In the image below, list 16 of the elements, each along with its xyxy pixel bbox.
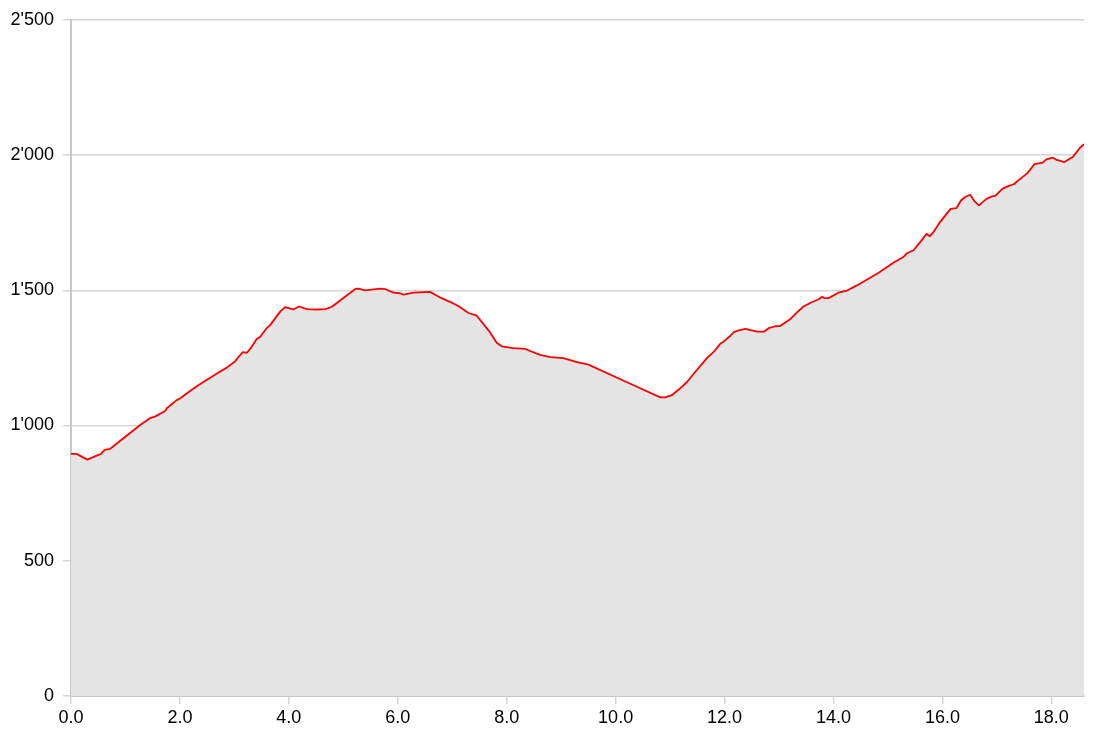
x-tick-label: 4.0	[276, 706, 302, 727]
y-tick-label: 2'000	[10, 144, 54, 165]
y-tick-label: 1'500	[10, 279, 54, 300]
x-tick-label: 8.0	[494, 706, 520, 727]
x-tick-label: 0.0	[58, 706, 84, 727]
x-tick-label: 18.0	[1033, 706, 1069, 727]
x-tick-label: 10.0	[598, 706, 634, 727]
x-tick-label: 12.0	[707, 706, 743, 727]
x-tick-label: 16.0	[924, 706, 960, 727]
y-tick-label: 0	[43, 684, 54, 705]
y-tick-label: 1'000	[10, 414, 54, 435]
y-tick-label: 2'500	[10, 8, 54, 29]
x-tick-label: 6.0	[385, 706, 411, 727]
y-tick-label: 500	[23, 549, 54, 570]
x-tick-label: 14.0	[815, 706, 851, 727]
x-tick-label: 2.0	[167, 706, 193, 727]
